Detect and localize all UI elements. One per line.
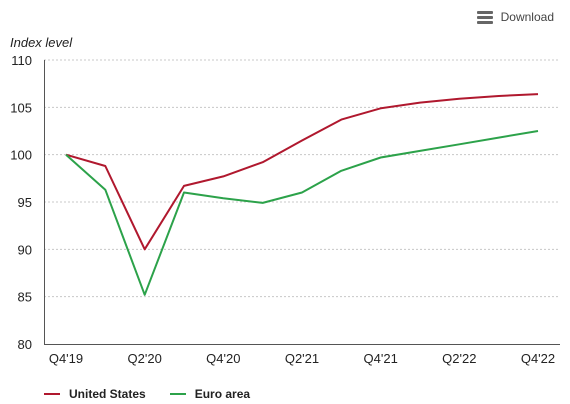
series-lines bbox=[65, 93, 539, 296]
grid-lines bbox=[44, 59, 560, 298]
download-button[interactable]: Download bbox=[476, 10, 554, 24]
legend-swatch-united-states bbox=[44, 393, 60, 395]
y-tick-label: 105 bbox=[10, 100, 32, 115]
legend-item-euro-area[interactable]: Euro area bbox=[169, 387, 251, 401]
download-label: Download bbox=[500, 10, 554, 24]
series-line-united-states bbox=[65, 93, 539, 251]
menu-icon bbox=[476, 10, 493, 24]
x-tick-labels: Q4'19 Q2'20 Q4'20 Q2'21 Q4'21 Q2'22 Q4'22 bbox=[49, 351, 555, 366]
x-tick-label: Q4'21 bbox=[364, 351, 398, 366]
y-tick-label: 110 bbox=[11, 53, 32, 68]
y-tick-label: 100 bbox=[10, 148, 32, 163]
x-tick-label: Q4'22 bbox=[521, 351, 555, 366]
legend-label-united-states: United States bbox=[69, 387, 146, 401]
y-tick-label: 85 bbox=[18, 290, 32, 305]
x-tick-label: Q4'19 bbox=[49, 351, 83, 366]
y-axis-title: Index level bbox=[10, 35, 73, 50]
y-tick-label: 80 bbox=[18, 337, 32, 352]
x-tick-label: Q2'21 bbox=[285, 351, 319, 366]
x-tick-label: Q2'22 bbox=[442, 351, 476, 366]
y-tick-labels: 80 85 90 95 100 105 110 bbox=[10, 53, 32, 352]
series-line-euro-area bbox=[65, 130, 539, 296]
legend: United States Euro area bbox=[44, 387, 250, 401]
x-tick-label: Q2'20 bbox=[128, 351, 162, 366]
legend-swatch-euro-area bbox=[169, 393, 186, 395]
legend-item-united-states[interactable]: United States bbox=[44, 387, 146, 401]
x-tick-label: Q4'20 bbox=[206, 351, 240, 366]
y-tick-label: 95 bbox=[18, 195, 32, 210]
legend-label-euro-area: Euro area bbox=[194, 387, 251, 401]
y-tick-label: 90 bbox=[18, 242, 32, 257]
